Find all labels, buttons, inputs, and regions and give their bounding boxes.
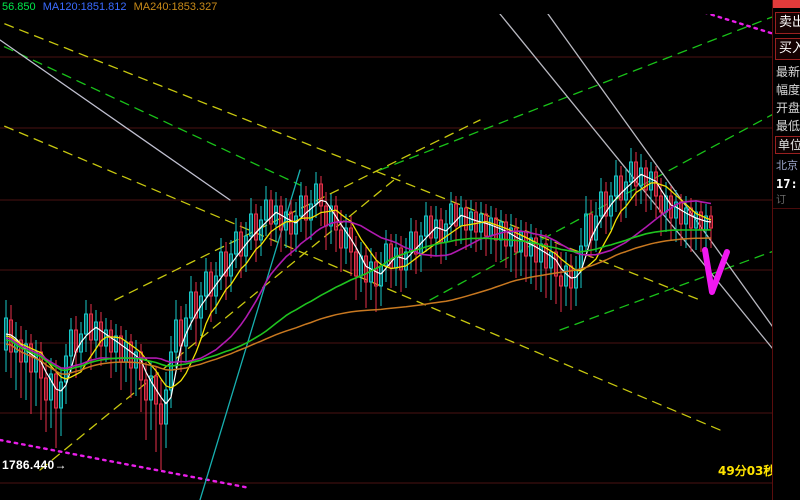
price-pointer-arrow: → [54, 458, 67, 472]
chart-svg [0, 6, 772, 500]
price-level-label: 1786.440→ [2, 458, 67, 472]
panel-footer-label: 订 [776, 195, 786, 206]
ma240-readout: MA240:1853.327 [133, 1, 218, 13]
quote-row-change: 幅度 [776, 83, 800, 97]
last-price-readout: 56.850 [2, 1, 36, 13]
candlestick-series [4, 148, 713, 470]
prediction-arrow [702, 247, 730, 295]
ma120-readout: MA120:1851.812 [42, 1, 127, 13]
panel-accent-strip [773, 0, 800, 8]
unit-selector[interactable]: 单位 [775, 136, 800, 154]
quote-row-open: 开盘 [776, 101, 800, 115]
quote-row-latest: 最新 [776, 65, 800, 79]
indicator-header: 56.850 MA120:1851.812 MA240:1853.327 [0, 0, 772, 14]
price-chart-canvas[interactable] [0, 0, 772, 500]
panel-divider [773, 208, 800, 209]
sell-button[interactable]: 卖出 [775, 12, 800, 34]
session-countdown: 49分03秒 [718, 464, 776, 478]
buy-button[interactable]: 买入 [775, 38, 800, 60]
trend-lines [0, 6, 772, 500]
city-label: 北京 [776, 159, 798, 172]
moving-average-lines [5, 173, 712, 405]
order-side-panel[interactable]: 卖出 买入 最新 幅度 开盘 最低 单位 北京 17: 订 [772, 0, 800, 500]
quote-row-low: 最低 [776, 119, 800, 133]
price-level-value: 1786.440 [2, 458, 55, 472]
clock-readout: 17: [776, 177, 798, 191]
